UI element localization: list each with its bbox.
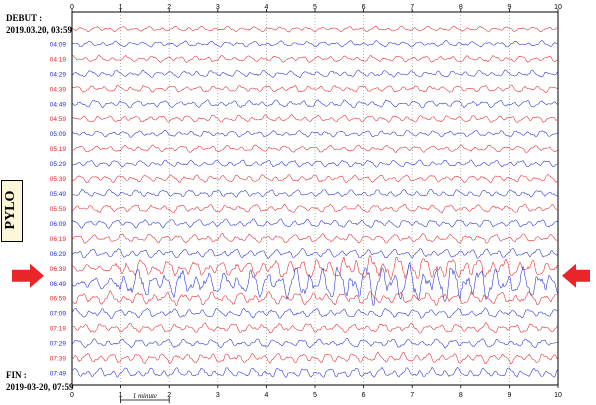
bottom-tick-label: 5: [313, 392, 317, 399]
bottom-tick-label: 7: [410, 392, 414, 399]
trace-14: [71, 233, 559, 244]
trace-4: [71, 84, 559, 94]
bottom-tick-labels: 0 1 2 3 4 5 6 7 8 9 10: [70, 385, 562, 399]
row-label: 07:49: [50, 371, 67, 378]
end-value: 2019-03-20, 07:59: [6, 382, 74, 392]
row-label: 06:49: [50, 281, 67, 288]
row-time-labels: 04:09 04:19 04:29 04:39 04:49 04:59 05:09 05:19…: [50, 41, 67, 377]
top-tick-label: 7: [410, 4, 414, 11]
trace-5: [71, 99, 559, 109]
bottom-tick-label: 0: [70, 392, 74, 399]
trace-21: [71, 337, 559, 349]
top-tick-label: 6: [362, 4, 366, 11]
trace-11: [71, 188, 559, 198]
row-label: 06:59: [50, 296, 67, 303]
row-label: 05:49: [50, 191, 67, 198]
trace-10: [71, 173, 559, 184]
trace-18: [71, 289, 559, 306]
row-label: 04:19: [50, 56, 67, 63]
bottom-tick-label: 10: [554, 392, 562, 399]
trace-13: [71, 218, 559, 229]
row-label: 05:19: [50, 146, 67, 153]
trace-17: [71, 261, 559, 306]
row-label: 06:39: [50, 266, 67, 273]
top-tick-labels: 0 1 2 3 4 5 6 7 8 9 10: [70, 4, 562, 12]
trace-8: [71, 144, 559, 153]
row-label: 05:29: [50, 161, 67, 168]
row-label: 06:09: [50, 221, 67, 228]
trace-12: [71, 203, 559, 214]
bottom-tick-label: 9: [507, 392, 511, 399]
seismic-traces: [71, 25, 559, 378]
row-label: 05:59: [50, 206, 67, 213]
top-tick-label: 3: [216, 4, 220, 11]
row-label: 04:29: [50, 71, 67, 78]
bottom-tick-label: 8: [459, 392, 463, 399]
trace-22: [71, 351, 559, 365]
row-label: 06:19: [50, 236, 67, 243]
row-label: 04:59: [50, 116, 67, 123]
row-label: 04:39: [50, 86, 67, 93]
minute-scale-bar: 1 minute: [120, 392, 170, 403]
trace-20: [71, 321, 559, 334]
minute-grid: [120, 12, 510, 385]
top-tick-label: 1: [119, 4, 123, 11]
bottom-tick-label: 4: [264, 392, 268, 399]
top-tick-label: 0: [70, 4, 74, 11]
row-label: 05:39: [50, 176, 67, 183]
left-arrow: [12, 263, 44, 288]
trace-9: [71, 159, 559, 168]
top-tick-label: 10: [554, 4, 562, 11]
row-label: 07:19: [50, 326, 67, 333]
event-arrows: [12, 263, 590, 288]
scale-label: 1 minute: [133, 392, 157, 400]
trace-15: [71, 248, 559, 260]
row-label: 07:29: [50, 341, 67, 348]
trace-0: [71, 25, 559, 33]
trace-2: [71, 54, 559, 63]
row-label: 06:29: [50, 251, 67, 258]
bottom-tick-label: 3: [216, 392, 220, 399]
trace-23: [71, 366, 559, 378]
bottom-tick-label: 2: [167, 392, 171, 399]
station-box: [1, 180, 23, 242]
start-value: 2019.03.20, 03:59: [6, 25, 72, 35]
bottom-tick-label: 6: [362, 392, 366, 399]
right-arrow: [562, 263, 590, 288]
top-tick-label: 5: [313, 4, 317, 11]
bottom-tick-label: 1: [119, 392, 123, 399]
trace-6: [71, 114, 559, 123]
trace-3: [71, 69, 559, 78]
top-tick-label: 2: [167, 4, 171, 11]
top-tick-label: 8: [459, 4, 463, 11]
trace-16: [71, 254, 559, 281]
row-label: 07:39: [50, 356, 67, 363]
trace-7: [71, 130, 559, 138]
row-label: 05:09: [50, 131, 67, 138]
start-label: DEBUT :: [6, 13, 43, 23]
row-label: 04:09: [50, 41, 67, 48]
top-tick-label: 4: [264, 4, 268, 11]
row-label: 04:49: [50, 101, 67, 108]
trace-1: [71, 40, 559, 48]
row-label: 07:09: [50, 311, 67, 318]
trace-19: [71, 307, 559, 319]
end-label: FIN :: [6, 370, 27, 380]
top-tick-label: 9: [507, 4, 511, 11]
station-name: PYLO: [3, 190, 18, 230]
